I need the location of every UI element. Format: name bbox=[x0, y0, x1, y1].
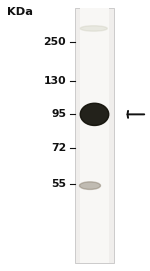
Text: 95: 95 bbox=[51, 109, 66, 119]
Ellipse shape bbox=[80, 26, 107, 31]
Text: 130: 130 bbox=[43, 76, 66, 86]
Text: KDa: KDa bbox=[6, 7, 33, 17]
Ellipse shape bbox=[80, 103, 109, 125]
Bar bbox=[80, 8, 109, 263]
Ellipse shape bbox=[80, 182, 100, 189]
Text: 72: 72 bbox=[51, 143, 66, 153]
Bar bbox=[75, 8, 114, 263]
Text: 250: 250 bbox=[43, 37, 66, 47]
Text: 55: 55 bbox=[51, 179, 66, 189]
